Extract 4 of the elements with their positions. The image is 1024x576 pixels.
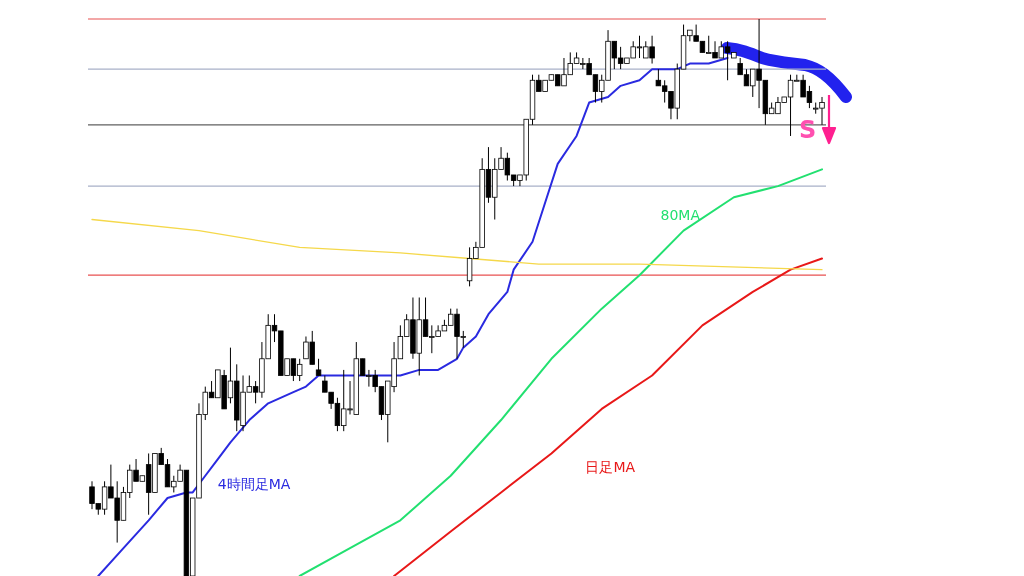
series-label: 日足MA: [585, 459, 636, 476]
series-label: 80MA: [660, 206, 701, 223]
series-label: 4時間足MA: [217, 476, 291, 493]
annotation: S: [799, 116, 817, 144]
